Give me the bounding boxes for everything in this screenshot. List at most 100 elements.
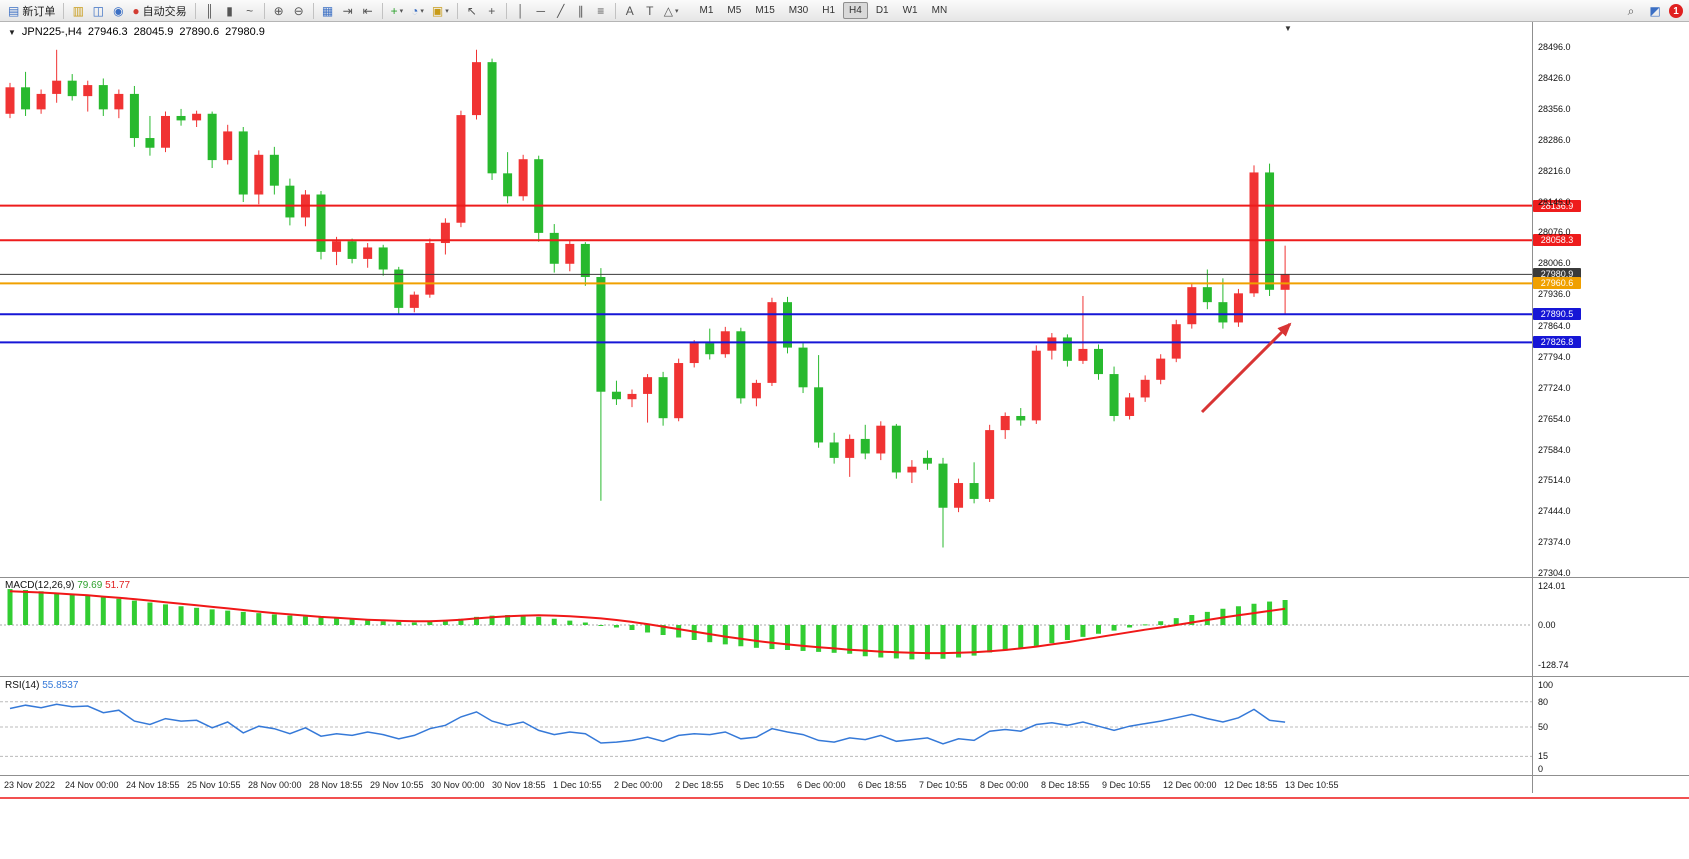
main-chart-canvas[interactable] bbox=[0, 22, 1532, 577]
templates-button[interactable]: ▣ ▾ bbox=[428, 2, 453, 20]
periods-button[interactable]: ◔ ▾ bbox=[407, 2, 428, 20]
trendline-button[interactable]: ╱ bbox=[551, 2, 571, 20]
notification-badge[interactable]: 1 bbox=[1669, 4, 1683, 18]
vertical-line-button[interactable]: │ bbox=[511, 2, 531, 20]
timeframe-m1[interactable]: M1 bbox=[699, 5, 714, 16]
text-label-button[interactable]: T bbox=[640, 2, 660, 20]
help-button[interactable]: ◩ bbox=[1645, 2, 1665, 20]
annotation-arrow[interactable] bbox=[1200, 322, 1292, 414]
channel-icon: ∥ bbox=[577, 3, 584, 18]
tile-windows-icon: ▦ bbox=[321, 3, 334, 18]
time-axis-label: 12 Dec 18:55 bbox=[1224, 780, 1278, 790]
chart-shift-icon: ⇤ bbox=[362, 3, 373, 18]
tile-windows-button[interactable]: ▦ bbox=[318, 2, 338, 20]
price-axis-label: 27374.0 bbox=[1538, 537, 1571, 548]
data-window-button[interactable]: ◫ bbox=[88, 2, 108, 20]
time-axis-label: 9 Dec 10:55 bbox=[1102, 780, 1151, 790]
timeframe-mn[interactable]: MN bbox=[931, 5, 948, 16]
chart-area[interactable]: ▼ JPN225-,H4 27946.3 28045.9 27890.6 279… bbox=[0, 22, 1689, 859]
one-click-expand-icon[interactable]: ▼ bbox=[8, 27, 16, 37]
time-axis-label: 1 Dec 10:55 bbox=[553, 780, 602, 790]
rsi-label: RSI(14) 55.8537 bbox=[5, 680, 78, 691]
price-tag-27890.5: 27890.5 bbox=[1533, 308, 1581, 321]
indicators-icon: + bbox=[390, 3, 398, 18]
chart-shift-button[interactable]: ⇤ bbox=[358, 2, 378, 20]
zoom-in-button[interactable]: ⊕ bbox=[269, 2, 289, 20]
fibonacci-icon: ≡ bbox=[597, 3, 605, 18]
timeframe-m5[interactable]: M5 bbox=[727, 5, 742, 16]
market-watch-icon: ▥ bbox=[72, 3, 85, 18]
price-axis-label: 28216.0 bbox=[1538, 165, 1571, 176]
time-axis-label: 13 Dec 10:55 bbox=[1285, 780, 1339, 790]
auto-scroll-icon: ⇥ bbox=[342, 3, 353, 18]
timeframe-m30[interactable]: M30 bbox=[788, 5, 809, 16]
search-button[interactable]: ⌕ bbox=[1621, 2, 1641, 20]
price-axis-label: 27794.0 bbox=[1538, 351, 1571, 362]
crosshair-button[interactable]: + bbox=[482, 2, 502, 20]
market-watch-button[interactable]: ▥ bbox=[68, 2, 88, 20]
time-axis[interactable]: 23 Nov 2022 24 Nov 00:00 24 Nov 18:55 25 No… bbox=[0, 775, 1532, 793]
panel-separator[interactable] bbox=[0, 577, 1689, 578]
line-chart-icon: ~ bbox=[246, 3, 254, 18]
price-axis-label: 27444.0 bbox=[1538, 506, 1571, 517]
crosshair-icon: + bbox=[488, 3, 496, 18]
toolbar-separator bbox=[194, 2, 196, 19]
fibonacci-button[interactable]: ≡ bbox=[591, 2, 611, 20]
ohlc-open: 27946.3 bbox=[87, 26, 128, 38]
price-axis-label: 28006.0 bbox=[1538, 258, 1571, 269]
zoom-out-button[interactable]: ⊖ bbox=[289, 2, 309, 20]
time-axis-label: 23 Nov 2022 bbox=[4, 780, 56, 790]
autotrading-icon: ● bbox=[132, 3, 140, 18]
arrows-button[interactable]: △ ▾ bbox=[660, 2, 683, 20]
price-tag-27826.8: 27826.8 bbox=[1533, 336, 1581, 349]
price-axis-label: 27584.0 bbox=[1538, 444, 1571, 455]
price-tag-27980.9: 27980.9 bbox=[1533, 268, 1581, 281]
horizontal-line-button[interactable]: ─ bbox=[531, 2, 551, 20]
bar-chart-button[interactable]: ║ bbox=[200, 2, 220, 20]
price-axis-label: 27724.0 bbox=[1538, 382, 1571, 393]
panel-separator[interactable] bbox=[0, 775, 1689, 776]
sound-button[interactable]: ◉ bbox=[108, 2, 128, 20]
rsi-canvas[interactable] bbox=[0, 677, 1532, 774]
line-chart-button[interactable]: ~ bbox=[240, 2, 260, 20]
text-button[interactable]: A bbox=[620, 2, 640, 20]
macd-signal-value: 51.77 bbox=[105, 580, 131, 591]
toolbar-separator bbox=[312, 2, 314, 19]
ohlc-close: 27980.9 bbox=[225, 26, 265, 38]
time-axis-label: 30 Nov 18:55 bbox=[492, 780, 546, 790]
macd-canvas[interactable] bbox=[0, 578, 1532, 675]
timeframe-h4[interactable]: H4 bbox=[843, 2, 868, 19]
price-axis-label: 28426.0 bbox=[1538, 73, 1571, 84]
indicators-button[interactable]: + ▾ bbox=[387, 2, 408, 20]
time-axis-label: 24 Nov 00:00 bbox=[65, 780, 119, 790]
panel-separator[interactable] bbox=[0, 676, 1689, 677]
macd-label: MACD(12,26,9) 79.69 51.77 bbox=[5, 580, 130, 591]
timeframe-m15[interactable]: M15 bbox=[755, 5, 775, 16]
chart-shift-marker[interactable]: ▼ bbox=[1284, 24, 1292, 33]
price-axis-label: 28496.0 bbox=[1538, 42, 1571, 53]
timeframe-d1[interactable]: D1 bbox=[875, 5, 889, 16]
price-axis-label: 27936.0 bbox=[1538, 289, 1571, 300]
cursor-button[interactable]: ↖ bbox=[462, 2, 482, 20]
channel-button[interactable]: ∥ bbox=[571, 2, 591, 20]
candlestick-chart-icon: ▮ bbox=[226, 3, 233, 18]
timeframe-w1[interactable]: W1 bbox=[902, 5, 918, 16]
timeframe-h1[interactable]: H1 bbox=[822, 5, 836, 16]
new-order-button[interactable]: ▤ 新订单 bbox=[4, 2, 59, 20]
rsi-axis-label: 0 bbox=[1538, 764, 1544, 774]
time-axis-label: 7 Dec 10:55 bbox=[919, 780, 968, 790]
macd-histogram bbox=[7, 589, 1288, 660]
auto-scroll-button[interactable]: ⇥ bbox=[338, 2, 358, 20]
price-axis-separator[interactable] bbox=[1532, 22, 1533, 793]
autotrading-button[interactable]: ● 自动交易 bbox=[128, 2, 190, 20]
candlestick-chart-button[interactable]: ▮ bbox=[220, 2, 240, 20]
toolbar-separator bbox=[63, 2, 65, 19]
price-tag-28136.9: 28136.9 bbox=[1533, 199, 1581, 212]
ohlc-high: 28045.9 bbox=[133, 26, 174, 38]
rsi-axis-label: 100 bbox=[1538, 680, 1554, 690]
price-tag-28058.3: 28058.3 bbox=[1533, 234, 1581, 247]
time-axis-label: 2 Dec 00:00 bbox=[614, 780, 663, 790]
toolbar: ▤ 新订单 ▥ ◫ ◉ ● 自动交易 ║ ▮ ~ ⊕ ⊖ ▦ ⇥ ⇤ + ▾ ◔ ▾ ▣ ▾ ↖ + │ ─ ╱ ∥ ≡ A T △ ▾ M1… bbox=[0, 0, 1689, 22]
data-window-icon: ◫ bbox=[92, 3, 105, 18]
timeframe-group: M1 M5 M15 M30 H1 H4 D1 W1 MN bbox=[693, 2, 955, 19]
